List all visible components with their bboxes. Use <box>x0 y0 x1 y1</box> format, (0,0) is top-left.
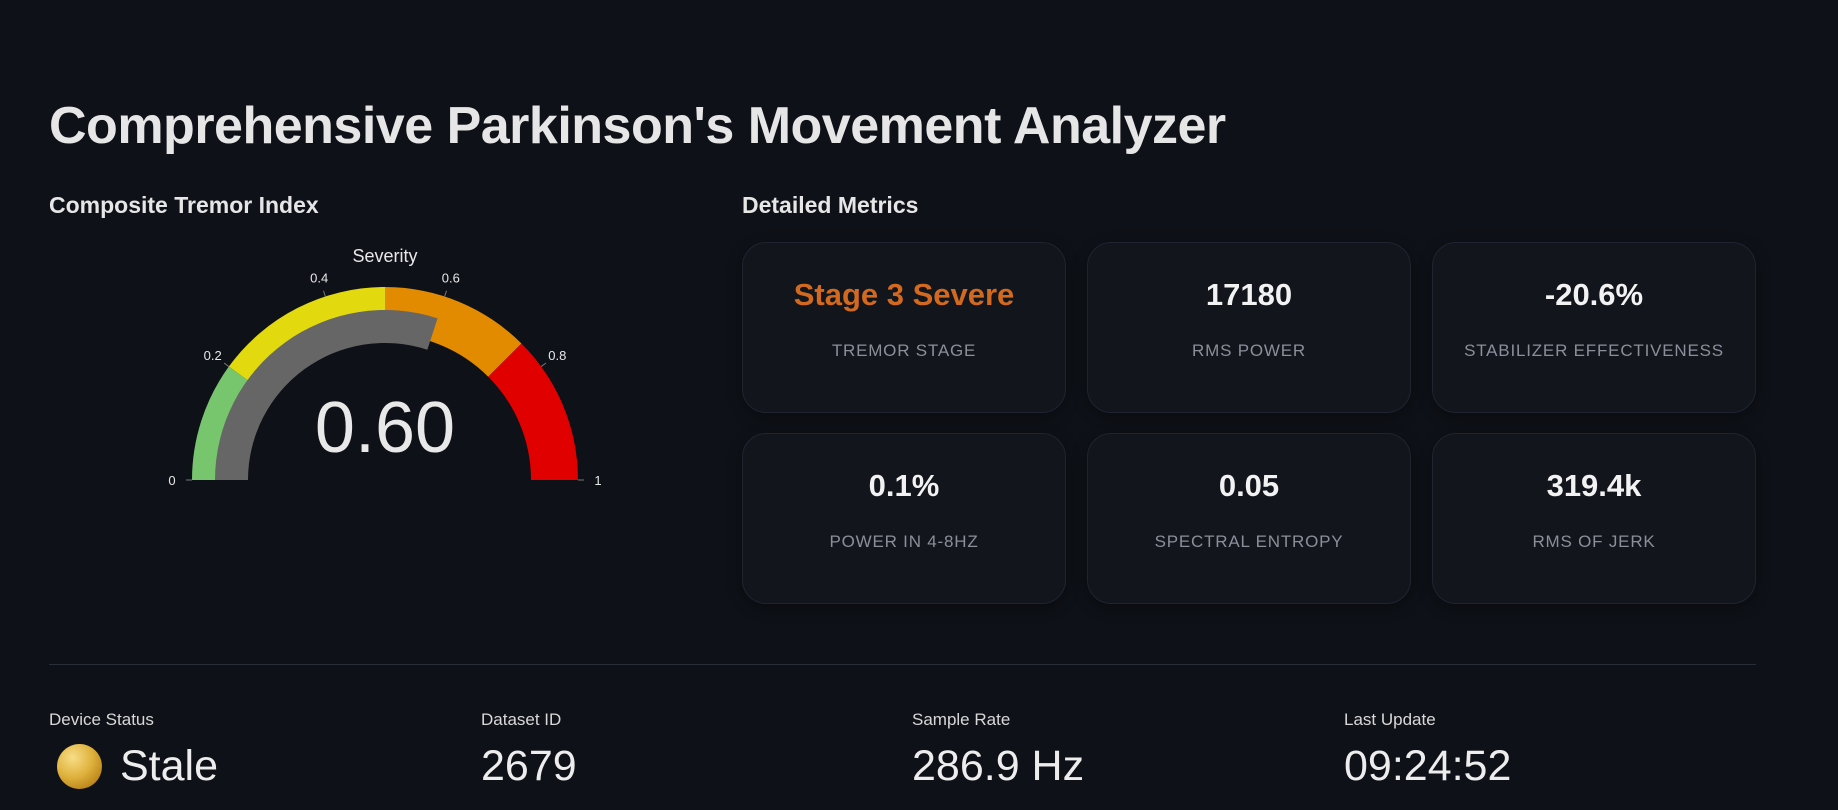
page-title: Comprehensive Parkinson's Movement Analy… <box>49 97 1226 155</box>
metric-value: 17180 <box>1205 277 1293 312</box>
metric-card-tremor-stage: Stage 3 Severe TREMOR STAGE <box>742 242 1066 413</box>
gauge-tick-label: 0.4 <box>310 270 328 285</box>
gauge-band-3 <box>488 343 578 480</box>
gauge-tick-label: 0.6 <box>442 270 460 285</box>
metric-card-rms-of-jerk: 319.4k RMS OF JERK <box>1432 433 1756 604</box>
gauge-value-bar <box>215 310 438 480</box>
metric-card-stabilizer-effectiveness: -20.6% STABILIZER EFFECTIVENESS <box>1432 242 1756 413</box>
gauge-band-2 <box>385 287 522 377</box>
status-indicator-icon <box>57 744 102 789</box>
sample-rate: Sample Rate 286.9 Hz <box>912 710 1332 791</box>
device-status-value: Stale <box>49 742 469 791</box>
metrics-grid: Stage 3 Severe TREMOR STAGE 17180 RMS PO… <box>742 242 1756 604</box>
severity-gauge: Severity 0 0.2 0.4 0.6 0.8 1 0.60 <box>160 232 610 502</box>
device-status-label: Device Status <box>49 710 154 729</box>
metric-label: SPECTRAL ENTROPY <box>1154 532 1344 551</box>
metric-value: Stage 3 Severe <box>793 277 1015 312</box>
dataset-id-label: Dataset ID <box>481 710 562 729</box>
sample-rate-label: Sample Rate <box>912 710 1011 729</box>
gauge-tick-label: 1 <box>594 473 601 488</box>
last-update-value: 09:24:52 <box>1344 742 1512 790</box>
device-status-text: Stale <box>120 742 219 790</box>
device-status: Device Status Stale <box>49 710 469 791</box>
gauge-section-heading: Composite Tremor Index <box>49 192 319 218</box>
gauge-tick-mark <box>223 362 230 367</box>
metric-value: 319.4k <box>1546 468 1642 503</box>
metric-card-rms-power: 17180 RMS POWER <box>1087 242 1411 413</box>
last-update: Last Update 09:24:52 <box>1344 710 1764 791</box>
gauge-tick-label: 0.2 <box>204 348 222 363</box>
gauge-tick-mark <box>444 290 447 297</box>
dataset-id: Dataset ID 2679 <box>481 710 901 791</box>
gauge-value-label: 0.60 <box>315 388 455 468</box>
severity-gauge-svg: Severity 0 0.2 0.4 0.6 0.8 1 0.60 <box>168 246 601 488</box>
gauge-tick-label: 0 <box>168 473 175 488</box>
metric-card-spectral-entropy: 0.05 SPECTRAL ENTROPY <box>1087 433 1411 604</box>
metric-value: -20.6% <box>1544 277 1644 312</box>
metric-card-power-4-8hz: 0.1% POWER IN 4-8HZ <box>742 433 1066 604</box>
dataset-id-value: 2679 <box>481 742 577 790</box>
gauge-tick-mark <box>540 362 547 367</box>
metric-label: TREMOR STAGE <box>831 341 977 360</box>
gauge-tick-mark <box>323 290 326 297</box>
gauge-tick-label: 0.8 <box>548 348 566 363</box>
metric-label: RMS OF JERK <box>1532 532 1656 551</box>
metric-label: RMS POWER <box>1192 341 1306 360</box>
metrics-section-heading: Detailed Metrics <box>742 192 919 218</box>
section-divider <box>49 664 1756 665</box>
metric-label: STABILIZER EFFECTIVENESS <box>1464 341 1724 360</box>
gauge-value-arc <box>215 310 438 480</box>
metric-label: POWER IN 4-8HZ <box>829 532 979 551</box>
sample-rate-value: 286.9 Hz <box>912 742 1085 790</box>
last-update-label: Last Update <box>1344 710 1436 729</box>
gauge-title: Severity <box>352 246 417 266</box>
metric-value: 0.1% <box>868 468 940 503</box>
gauge-ticks: 0 0.2 0.4 0.6 0.8 1 <box>168 270 601 488</box>
metric-value: 0.05 <box>1218 468 1280 503</box>
